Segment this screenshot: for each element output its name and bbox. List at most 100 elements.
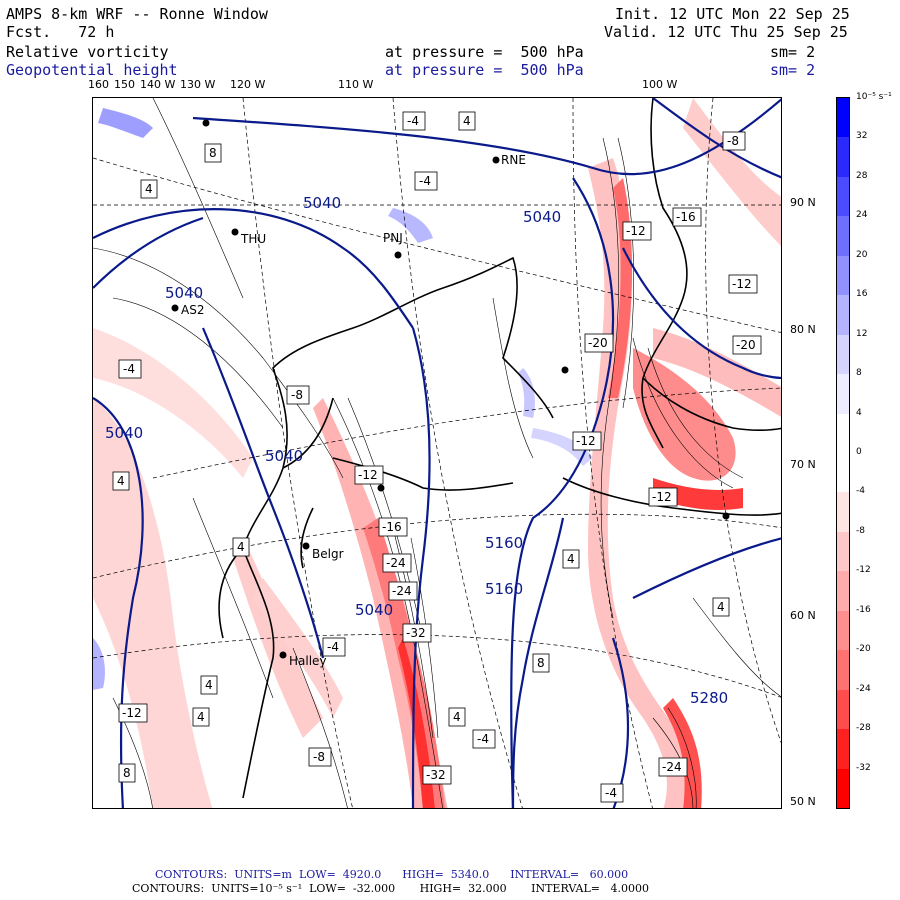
vorticity-label: -4 — [605, 786, 617, 800]
lon-label: 120 W — [230, 78, 266, 91]
vorticity-label: 4 — [463, 114, 471, 128]
colorbar-cell — [837, 137, 849, 178]
lat-label: 50 N — [790, 795, 816, 808]
station-labels: RNE THU PNJ AS2 Belgr Halley — [181, 153, 526, 668]
colorbar-cell — [837, 98, 849, 138]
vorticity-label: -24 — [662, 760, 682, 774]
height-label: 5040 — [265, 447, 303, 465]
height-label: 5040 — [355, 601, 393, 619]
field1-level: at pressure = 500 hPa — [385, 43, 584, 61]
station-label: Belgr — [312, 547, 344, 561]
colorbar-cell — [837, 768, 849, 809]
colorbar-tick-label: -32 — [856, 762, 871, 773]
vorticity-label: -12 — [732, 277, 752, 291]
lat-label: 60 N — [790, 609, 816, 622]
vorticity-label: -24 — [386, 556, 406, 570]
vorticity-label: -16 — [676, 210, 696, 224]
station-markers — [171, 119, 730, 659]
colorbar-cell — [837, 334, 849, 375]
height-label: 5280 — [690, 689, 728, 707]
field1-name: Relative vorticity — [6, 43, 169, 61]
lon-label: 110 W — [338, 78, 374, 91]
colorbar-tick-label: 24 — [856, 210, 868, 221]
colorbar-tick-label: 28 — [856, 170, 868, 181]
colorbar-tick-label: 0 — [856, 447, 862, 457]
lat-label: 80 N — [790, 323, 816, 336]
colorbar-tick-label: 4 — [856, 407, 862, 418]
vorticity-label: -32 — [406, 626, 426, 640]
colorbar-cell — [837, 650, 849, 691]
height-label: 5040 — [105, 424, 143, 442]
colorbar-cell — [837, 374, 849, 415]
vorticity-label: 4 — [717, 600, 725, 614]
height-contours — [93, 98, 781, 808]
valid-time: Valid. 12 UTC Thu 25 Sep 25 — [604, 23, 848, 41]
lat-label: 70 N — [790, 458, 816, 471]
height-label: 5040 — [165, 284, 203, 302]
vorticity-label: -8 — [313, 750, 325, 764]
station-label: Halley — [289, 654, 327, 668]
vorticity-label: 4 — [453, 710, 461, 724]
lon-label: 100 W — [642, 78, 678, 91]
height-labels: 5040 5040 5040 5040 5040 5040 5160 5160 … — [105, 194, 728, 707]
lon-label: 150 — [114, 78, 135, 91]
vorticity-label: 4 — [567, 552, 575, 566]
colorbar-cell — [837, 216, 849, 257]
vorticity-label: -4 — [477, 732, 489, 746]
colorbar-cell — [837, 729, 849, 770]
vorticity-label: 8 — [537, 656, 545, 670]
map-title: AMPS 8-km WRF -- Ronne Window — [6, 5, 268, 23]
vorticity-label: -8 — [727, 134, 739, 148]
vorticity-label: 8 — [209, 146, 217, 160]
vorticity-label: -8 — [291, 388, 303, 402]
vorticity-label: 4 — [145, 182, 153, 196]
colorbar-cell — [837, 492, 849, 533]
vorticity-label: 8 — [123, 766, 131, 780]
vorticity-label: 4 — [205, 678, 213, 692]
colorbar-tick-label: -12 — [856, 565, 871, 576]
vorticity-label: -12 — [358, 468, 378, 482]
height-label: 5040 — [523, 208, 561, 226]
lon-label: 160 — [88, 78, 109, 91]
forecast-hour: Fcst. 72 h — [6, 23, 115, 41]
colorbar-cell — [837, 689, 849, 730]
vorticity-label: -20 — [736, 338, 756, 352]
vorticity-labels: -4 4 8 4 -4 -8 -16 -12 -12 -20 -20 -4 -8… — [112, 111, 762, 803]
colorbar-tick-label: 32 — [856, 131, 868, 142]
vorticity-label: -12 — [122, 706, 142, 720]
vorticity-label: -12 — [626, 224, 646, 238]
lat-label: 90 N — [790, 196, 816, 209]
footer-height-contours: CONTOURS: UNITS=m LOW= 4920.0 HIGH= 5340… — [155, 868, 629, 881]
colorbar-tick-label: 12 — [856, 328, 868, 339]
init-time: Init. 12 UTC Mon 22 Sep 25 — [615, 5, 850, 23]
height-label: 5160 — [485, 534, 523, 552]
field2-level: at pressure = 500 hPa — [385, 61, 584, 79]
field2-smoothing: sm= 2 — [770, 61, 816, 79]
vorticity-label: -12 — [576, 434, 596, 448]
colorbar-tick-label: -16 — [856, 604, 871, 615]
lon-label: 130 W — [180, 78, 216, 91]
lon-label: 140 W — [140, 78, 176, 91]
colorbar-tick-label: 16 — [856, 289, 868, 300]
vorticity-label: -4 — [419, 174, 431, 188]
station-label: PNJ — [383, 231, 403, 245]
vorticity-shading — [93, 98, 781, 808]
colorbar-units: 10⁻⁵ s⁻¹ — [856, 92, 892, 102]
vorticity-label: -24 — [392, 584, 412, 598]
vorticity-label: -12 — [652, 490, 672, 504]
field1-smoothing: sm= 2 — [770, 43, 816, 61]
station-label: RNE — [501, 153, 526, 167]
colorbar-cell — [837, 531, 849, 572]
colorbar-tick-label: -20 — [856, 644, 871, 655]
map-svg: RNE THU PNJ AS2 Belgr Halley 5040 5040 5… — [93, 98, 781, 808]
colorbar-tick-label: -8 — [856, 525, 865, 536]
colorbar-tick-label: 20 — [856, 249, 868, 260]
vorticity-label: 4 — [197, 710, 205, 724]
footer-vorticity-contours: CONTOURS: UNITS=10⁻⁵ s⁻¹ LOW= -32.000 HI… — [132, 882, 649, 895]
colorbar-cell — [837, 453, 849, 493]
colorbar-cell — [837, 413, 849, 454]
vorticity-label: -4 — [407, 114, 419, 128]
station-label: AS2 — [181, 303, 204, 317]
field2-name: Geopotential height — [6, 61, 178, 79]
colorbar-cell — [837, 295, 849, 336]
